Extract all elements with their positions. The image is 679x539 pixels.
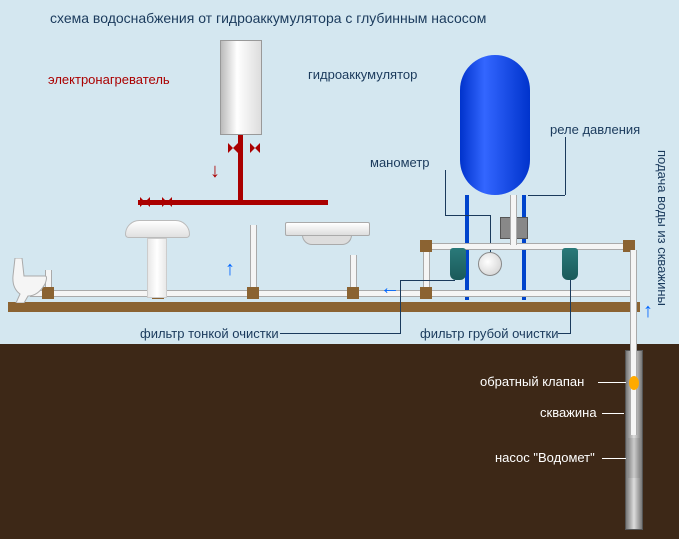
cold-pipe-heater-feed	[250, 225, 257, 293]
leader-line	[602, 458, 626, 459]
kitchen-sink	[285, 222, 370, 236]
hydroaccumulator	[460, 55, 530, 195]
flow-arrow-icon: ↑	[643, 300, 653, 323]
flow-arrow-icon: ←	[380, 277, 400, 300]
flow-arrow-icon: ↑	[225, 258, 235, 281]
leader-line	[400, 280, 401, 334]
leader-line	[528, 195, 565, 196]
leader-line	[558, 333, 571, 334]
valve-icon	[228, 143, 238, 153]
pipe-joint	[247, 287, 259, 299]
leader-line	[400, 280, 455, 281]
supply-label: подача воды из скважины	[655, 150, 670, 306]
pipe-joint	[347, 287, 359, 299]
valve-icon	[140, 197, 150, 207]
coarse-filter	[562, 248, 578, 280]
manometer-gauge	[478, 252, 502, 276]
valve-icon	[162, 197, 172, 207]
check-valve-label: обратный клапан	[480, 374, 584, 389]
leader-line	[565, 137, 566, 195]
heater-label: электронагреватель	[48, 72, 170, 87]
pipe-joint	[420, 287, 432, 299]
check-valve	[629, 376, 639, 390]
diagram-canvas: схема водоснабжения от гидроаккумулятора…	[0, 0, 679, 539]
relay-label: реле давления	[550, 122, 640, 137]
diagram-title: схема водоснабжения от гидроаккумулятора…	[50, 10, 486, 26]
bathroom-sink	[125, 220, 190, 238]
leader-line	[445, 170, 446, 215]
leader-line	[570, 280, 571, 334]
cold-pipe-v	[510, 195, 517, 245]
leader-line	[602, 413, 624, 414]
toilet	[10, 258, 50, 303]
leader-line	[598, 382, 626, 383]
pump-label: насос "Водомет"	[495, 450, 595, 465]
pipe-joint	[420, 240, 432, 252]
hot-pipe-down	[238, 135, 243, 203]
manometer-label: манометр	[370, 155, 430, 170]
kitchen-sink-bowl	[302, 235, 352, 245]
fine-filter	[450, 248, 466, 280]
submersible-pump	[628, 438, 640, 478]
sink-pedestal	[147, 238, 167, 298]
valve-icon	[250, 143, 260, 153]
leader-line	[280, 333, 400, 334]
fine-filter-label: фильтр тонкой очистки	[140, 326, 279, 341]
hot-flow-arrow: ↓	[210, 160, 220, 183]
well-label: скважина	[540, 405, 597, 420]
hydro-label: гидроаккумулятор	[308, 67, 417, 82]
cold-pipe-lower	[30, 290, 630, 297]
leader-line	[445, 215, 490, 216]
floor-line	[8, 302, 640, 312]
coarse-filter-label: фильтр грубой очистки	[420, 326, 559, 341]
water-heater	[220, 40, 262, 135]
well-riser	[630, 250, 637, 435]
